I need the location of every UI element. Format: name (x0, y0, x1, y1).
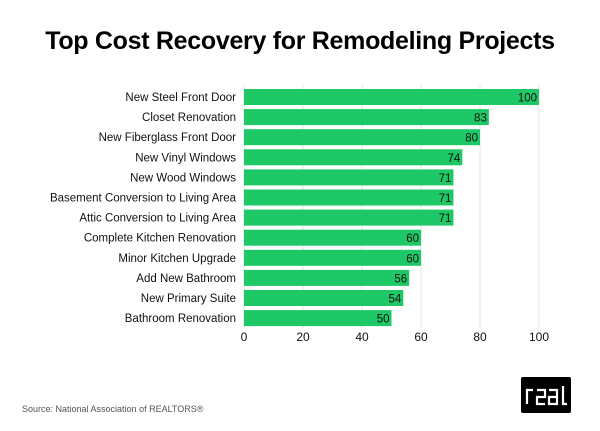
category-label: New Fiberglass Front Door (99, 132, 237, 144)
value-label: 71 (439, 173, 452, 185)
x-tick-label: 80 (473, 330, 487, 344)
bar (244, 209, 454, 226)
bar (244, 310, 392, 327)
value-label: 56 (394, 273, 407, 285)
value-label: 60 (406, 233, 419, 245)
category-label: Attic Conversion to Living Area (79, 213, 236, 225)
bar (244, 129, 480, 146)
bar (244, 269, 410, 286)
grid-lines (243, 85, 540, 328)
real-logo (521, 377, 571, 413)
value-label: 80 (465, 133, 478, 145)
category-label: Complete Kitchen Renovation (84, 233, 236, 245)
bar (244, 149, 463, 166)
category-label: New Primary Suite (141, 293, 236, 305)
category-label: New Wood Windows (130, 172, 236, 184)
chart-title: Top Cost Recovery for Remodeling Project… (45, 27, 555, 55)
x-tick-label: 0 (241, 330, 248, 344)
x-axis-ticks: 0 20 40 60 80 100 (241, 330, 550, 344)
category-label: Minor Kitchen Upgrade (118, 253, 236, 265)
value-label: 71 (439, 213, 452, 225)
category-labels: New Steel Front Door Closet Renovation New… (50, 92, 237, 325)
real-logo-icon (525, 386, 567, 406)
value-label: 83 (474, 113, 487, 125)
x-tick-label: 60 (414, 330, 428, 344)
bar (244, 189, 454, 206)
bar (244, 290, 404, 306)
value-label: 74 (448, 153, 461, 165)
value-labels: 100 83 80 74 71 71 71 60 60 56 54 50 (377, 93, 537, 326)
category-label: Bathroom Renovation (125, 313, 236, 325)
source-note: Source: National Association of REALTORS… (22, 404, 204, 414)
value-label: 50 (377, 314, 390, 326)
bar (244, 169, 454, 186)
category-label: Add New Bathroom (136, 273, 236, 285)
x-tick-label: 100 (529, 330, 549, 344)
bar (244, 249, 421, 266)
category-label: Basement Conversion to Living Area (50, 193, 237, 205)
x-tick-label: 20 (296, 330, 310, 344)
bars (244, 89, 539, 327)
category-label: New Steel Front Door (125, 92, 236, 104)
bar (244, 229, 421, 246)
category-label: New Vinyl Windows (135, 152, 236, 164)
value-label: 100 (518, 93, 537, 105)
category-label: Closet Renovation (142, 112, 236, 124)
x-tick-label: 40 (355, 330, 369, 344)
value-label: 71 (439, 193, 452, 205)
value-label: 54 (389, 294, 402, 306)
bar (244, 89, 539, 105)
bar (244, 109, 489, 126)
value-label: 60 (406, 253, 419, 265)
